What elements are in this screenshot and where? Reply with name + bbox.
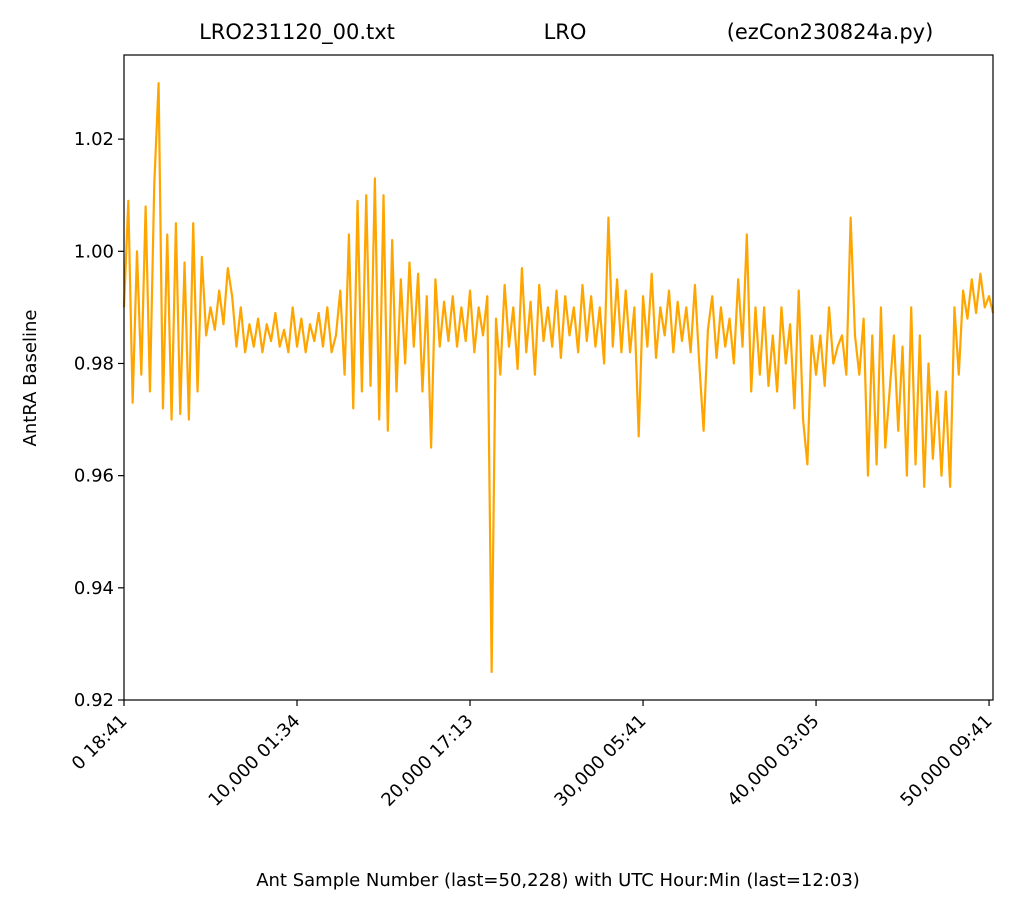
y-axis-label: AntRA Baseline — [20, 310, 41, 447]
y-tick-label: 1.00 — [74, 241, 114, 262]
y-tick-label: 0.94 — [74, 578, 114, 599]
plot-frame — [123, 54, 994, 701]
chart-title-right: (ezCon230824a.py) — [727, 20, 934, 44]
x-tick-label: 10,000 01:34 — [204, 711, 304, 811]
x-tick-label: 30,000 05:41 — [550, 711, 650, 811]
x-tick-label: 0 18:41 — [68, 711, 132, 775]
y-tick-label: 0.92 — [74, 690, 114, 711]
chart-title: LRO — [544, 20, 587, 44]
chart-title-left: LRO231120_00.txt — [199, 20, 395, 45]
y-tick-label: 0.98 — [74, 353, 114, 374]
y-tick-label: 1.02 — [74, 129, 114, 150]
x-tick-label: 50,000 09:41 — [896, 711, 996, 811]
x-tick-label: 40,000 03:05 — [723, 711, 823, 811]
x-tick-label: 20,000 17:13 — [377, 711, 477, 811]
y-tick-label: 0.96 — [74, 466, 114, 487]
data-line — [122, 81, 995, 674]
x-axis-label: Ant Sample Number (last=50,228) with UTC… — [256, 870, 860, 891]
